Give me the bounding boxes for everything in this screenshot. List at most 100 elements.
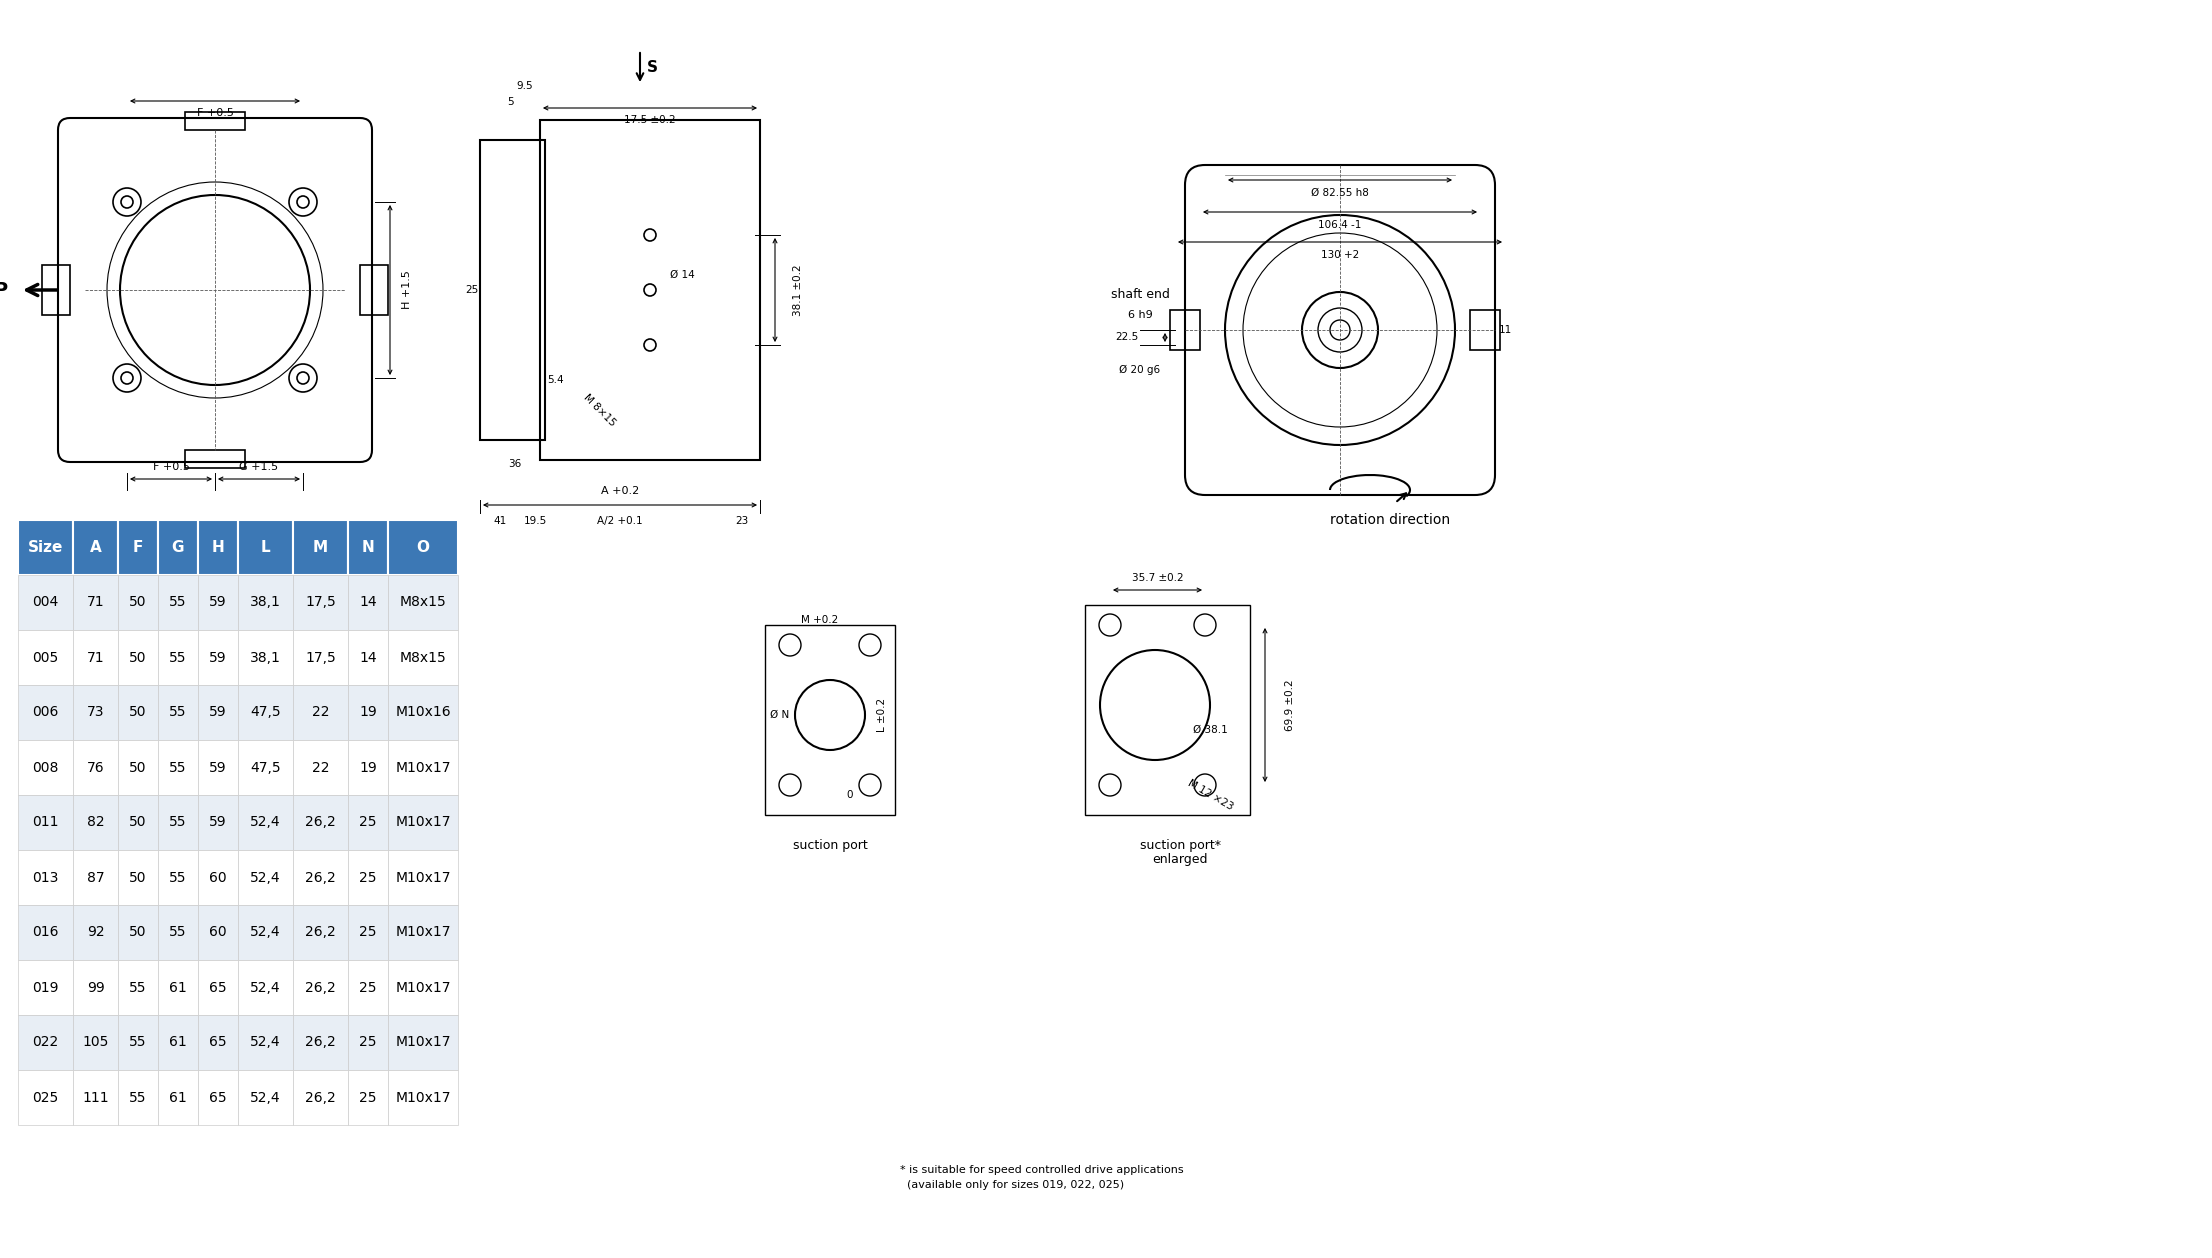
Text: 11: 11 [1498, 325, 1511, 335]
Text: 19: 19 [358, 761, 376, 775]
Text: M10x17: M10x17 [396, 926, 451, 940]
Text: enlarged: enlarged [1152, 853, 1208, 867]
Bar [73, 575, 117, 630]
Text: 006: 006 [33, 706, 60, 720]
Bar [239, 740, 292, 795]
Text: 61: 61 [168, 980, 186, 995]
Bar [117, 960, 157, 1015]
Text: 25: 25 [358, 1035, 376, 1049]
Text: G: G [173, 540, 184, 555]
Bar [1086, 605, 1250, 815]
Bar [199, 686, 239, 740]
Text: M 8×15: M 8×15 [582, 392, 617, 428]
Circle shape [1329, 320, 1349, 340]
Text: 36: 36 [509, 459, 522, 469]
Text: 60: 60 [210, 871, 228, 884]
Bar [239, 795, 292, 850]
Bar [347, 740, 387, 795]
Circle shape [296, 372, 310, 384]
Text: * is suitable for speed controlled drive applications: * is suitable for speed controlled drive… [900, 1165, 1183, 1175]
Bar [347, 575, 387, 630]
Circle shape [122, 196, 133, 208]
Text: 5: 5 [507, 97, 513, 107]
Bar [157, 850, 199, 905]
Text: 26,2: 26,2 [305, 1091, 336, 1105]
Text: 55: 55 [170, 761, 186, 775]
Text: 019: 019 [33, 980, 60, 995]
Bar [73, 686, 117, 740]
Text: M10x16: M10x16 [396, 706, 451, 720]
Bar [199, 1015, 239, 1071]
Text: 22: 22 [312, 761, 330, 775]
Text: A/2 +0.1: A/2 +0.1 [597, 516, 644, 526]
Circle shape [122, 372, 133, 384]
Bar [1471, 309, 1500, 350]
Bar [387, 960, 458, 1015]
Text: 26,2: 26,2 [305, 1035, 336, 1049]
Bar [117, 1071, 157, 1125]
Bar [239, 575, 292, 630]
Text: 65: 65 [210, 1091, 228, 1105]
Text: L ±0.2: L ±0.2 [876, 698, 887, 732]
Bar [347, 520, 387, 575]
Bar [387, 630, 458, 686]
Bar [199, 960, 239, 1015]
Text: 69.9 ±0.2: 69.9 ±0.2 [1285, 679, 1294, 731]
Bar [387, 795, 458, 850]
Text: 022: 022 [33, 1035, 60, 1049]
Text: L: L [261, 540, 270, 555]
Bar [239, 630, 292, 686]
Text: F +0.5: F +0.5 [153, 462, 190, 472]
Text: 87: 87 [86, 871, 104, 884]
Bar [292, 1015, 347, 1071]
Text: Size: Size [29, 540, 64, 555]
Text: 50: 50 [128, 761, 146, 775]
Bar [239, 520, 292, 575]
Bar [73, 740, 117, 795]
Bar [117, 520, 157, 575]
Text: 99: 99 [86, 980, 104, 995]
Text: Ø 14: Ø 14 [670, 270, 695, 281]
Bar [292, 960, 347, 1015]
Text: 22: 22 [312, 706, 330, 720]
Text: 55: 55 [128, 1091, 146, 1105]
Text: 35.7 ±0.2: 35.7 ±0.2 [1133, 572, 1183, 582]
Bar [387, 905, 458, 960]
Text: rotation direction: rotation direction [1329, 513, 1451, 527]
Bar [239, 960, 292, 1015]
Text: 008: 008 [33, 761, 60, 775]
Text: A: A [91, 540, 102, 555]
Text: 005: 005 [33, 650, 60, 664]
Text: 38.1 ±0.2: 38.1 ±0.2 [792, 264, 803, 316]
Bar [18, 795, 73, 850]
Bar [18, 740, 73, 795]
Bar [292, 1071, 347, 1125]
Text: 60: 60 [210, 926, 228, 940]
Bar [117, 850, 157, 905]
Text: M: M [312, 540, 327, 555]
Text: M10x17: M10x17 [396, 871, 451, 884]
Bar [387, 1071, 458, 1125]
Bar [157, 795, 199, 850]
Text: 92: 92 [86, 926, 104, 940]
Text: 50: 50 [128, 706, 146, 720]
Text: 55: 55 [128, 1035, 146, 1049]
Text: 111: 111 [82, 1091, 108, 1105]
Bar [347, 905, 387, 960]
Bar [73, 960, 117, 1015]
Text: 17,5: 17,5 [305, 650, 336, 664]
Text: 38,1: 38,1 [250, 650, 281, 664]
Text: Ø 20 g6: Ø 20 g6 [1119, 365, 1161, 375]
Text: P: P [0, 281, 7, 299]
Text: 73: 73 [86, 706, 104, 720]
Text: 50: 50 [128, 926, 146, 940]
Text: 25: 25 [358, 815, 376, 829]
Text: 25: 25 [358, 980, 376, 995]
Bar [157, 630, 199, 686]
Text: 59: 59 [210, 815, 228, 829]
Text: M8x15: M8x15 [400, 650, 447, 664]
Text: 47,5: 47,5 [250, 706, 281, 720]
Bar [117, 686, 157, 740]
Text: 106.4 -1: 106.4 -1 [1318, 220, 1363, 230]
Text: 17.5 ±0.2: 17.5 ±0.2 [624, 114, 677, 125]
